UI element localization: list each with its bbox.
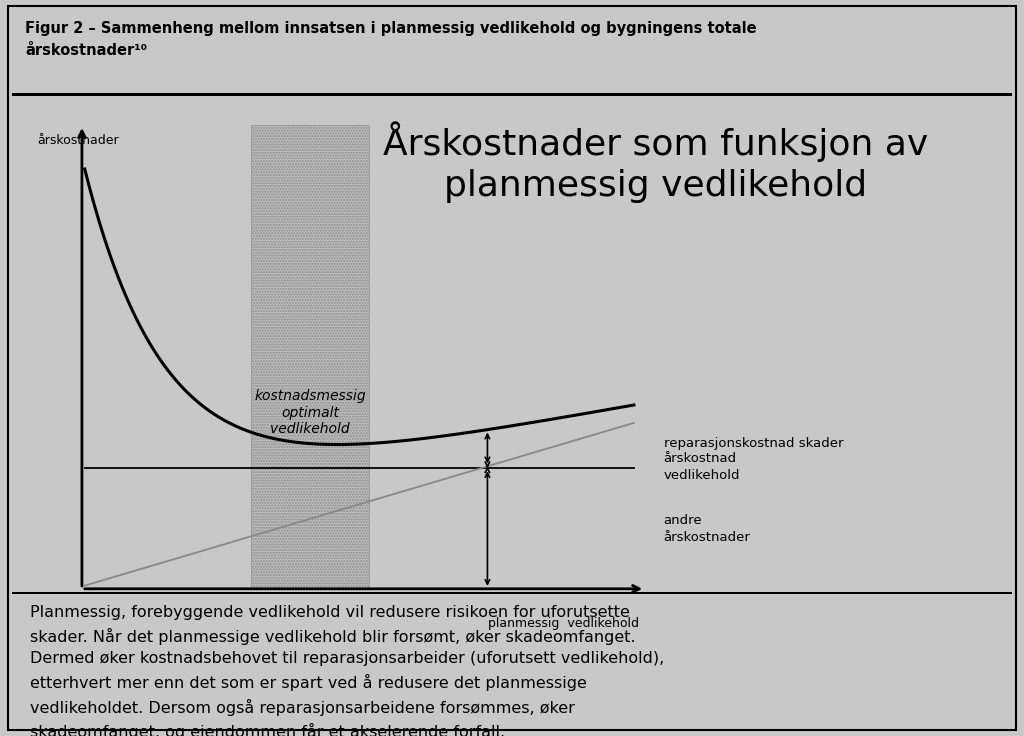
Text: Figur 2 – Sammenheng mellom innsatsen i planmessig vedlikehold og bygningens tot: Figur 2 – Sammenheng mellom innsatsen i … bbox=[26, 21, 757, 58]
Text: planmessig  vedlikehold: planmessig vedlikehold bbox=[488, 617, 639, 629]
Text: reparasjonskostnad skader: reparasjonskostnad skader bbox=[664, 437, 843, 450]
Text: Planmessig, forebyggende vedlikehold vil redusere risikoen for uforutsette
skade: Planmessig, forebyggende vedlikehold vil… bbox=[31, 605, 665, 736]
Text: kostnadsmessig
optimalt
vedlikehold: kostnadsmessig optimalt vedlikehold bbox=[254, 389, 366, 436]
Text: Årskostnader som funksjon av
planmessig vedlikehold: Årskostnader som funksjon av planmessig … bbox=[383, 121, 928, 202]
Text: andre
årskostnader: andre årskostnader bbox=[664, 514, 751, 543]
Text: årskostnader: årskostnader bbox=[37, 135, 119, 147]
Bar bbox=[251, 125, 370, 589]
Text: årskostnad
vedlikehold: årskostnad vedlikehold bbox=[664, 452, 740, 482]
